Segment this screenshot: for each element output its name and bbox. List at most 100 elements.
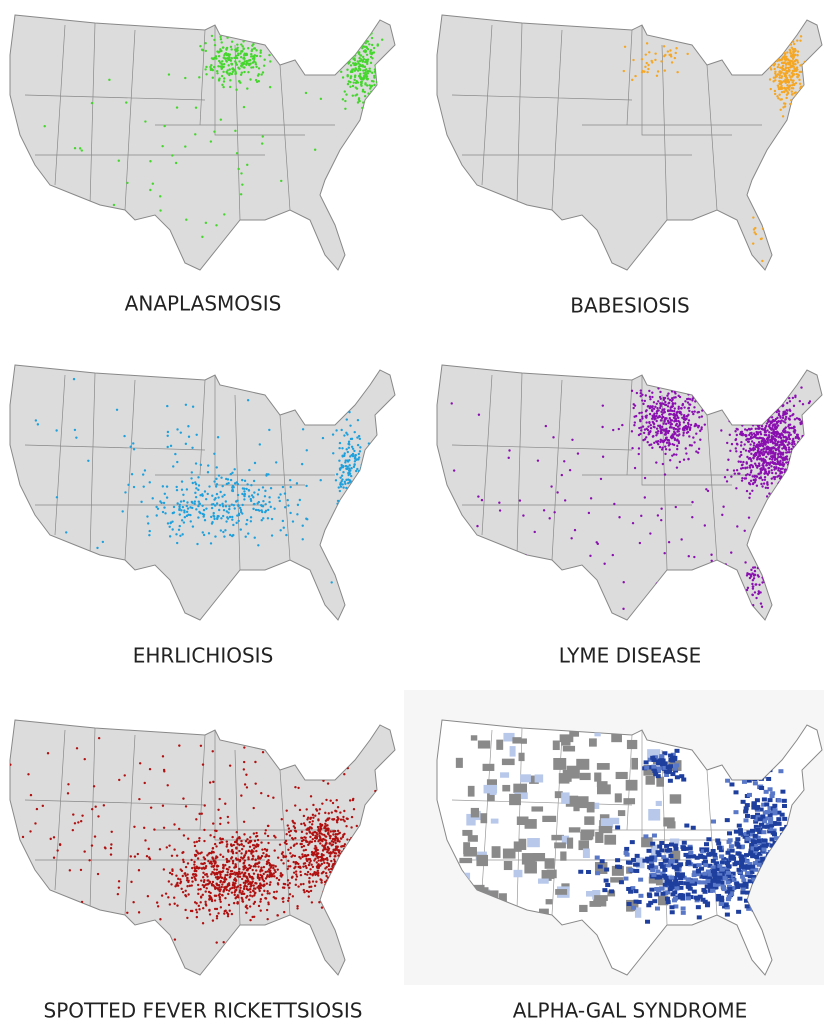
case-dot: [219, 893, 221, 895]
case-dot: [796, 475, 798, 477]
case-dot: [247, 71, 249, 73]
case-dot: [167, 522, 169, 524]
case-dot: [805, 424, 807, 426]
county-fill: [604, 868, 609, 872]
county-gray: [545, 858, 555, 869]
case-dot: [231, 504, 233, 506]
case-dot: [745, 461, 747, 463]
case-dot: [800, 451, 802, 453]
case-dot: [203, 513, 205, 515]
case-dot: [163, 125, 165, 127]
case-dot: [122, 921, 124, 923]
case-dot: [683, 421, 685, 423]
case-dot: [669, 421, 671, 423]
county-fill: [720, 868, 725, 872]
case-dot: [224, 53, 226, 55]
case-dot: [762, 414, 764, 416]
case-dot: [186, 515, 188, 517]
case-dot: [169, 872, 171, 874]
case-dot: [178, 509, 180, 511]
case-dot: [236, 514, 238, 516]
case-dot: [272, 797, 274, 799]
case-dot: [190, 910, 192, 912]
case-dot: [191, 867, 193, 869]
case-dot: [375, 93, 377, 95]
case-dot: [214, 899, 216, 901]
case-dot: [369, 109, 371, 111]
case-dot: [752, 216, 754, 218]
map-panel: ANAPLASMOSIS: [4, 15, 395, 316]
case-dot: [798, 464, 800, 466]
case-dot: [27, 773, 29, 775]
case-dot: [347, 466, 349, 468]
case-dot: [181, 852, 183, 854]
case-dot: [212, 781, 214, 783]
case-dot: [287, 884, 289, 886]
county-gray: [587, 802, 595, 813]
case-dot: [792, 457, 794, 459]
case-dot: [780, 441, 782, 443]
case-dot: [769, 440, 771, 442]
case-dot: [729, 434, 731, 436]
case-dot: [267, 517, 269, 519]
case-dot: [368, 43, 370, 45]
case-dot: [296, 875, 298, 877]
county-fill: [742, 883, 747, 887]
case-dot: [346, 838, 348, 840]
case-dot: [792, 79, 794, 81]
case-dot: [775, 244, 777, 246]
case-dot: [365, 46, 367, 48]
case-dot: [349, 859, 351, 861]
case-dot: [219, 823, 221, 825]
case-dot: [251, 876, 253, 878]
case-dot: [237, 894, 239, 896]
case-dot: [777, 66, 779, 68]
case-dot: [144, 782, 146, 784]
case-dot: [289, 486, 291, 488]
case-dot: [364, 51, 366, 53]
case-dot: [312, 838, 314, 840]
case-dot: [634, 75, 636, 77]
case-dot: [796, 54, 798, 56]
case-dot: [707, 490, 709, 492]
case-dot: [2, 910, 4, 912]
case-dot: [96, 547, 98, 549]
case-dot: [226, 72, 228, 74]
case-dot: [200, 851, 202, 853]
case-dot: [796, 59, 798, 61]
case-dot: [778, 467, 780, 469]
case-dot: [331, 865, 333, 867]
case-dot: [212, 847, 214, 849]
case-dot: [797, 74, 799, 76]
case-dot: [792, 427, 794, 429]
county-fill: [704, 842, 709, 846]
case-dot: [342, 471, 344, 473]
case-dot: [203, 534, 205, 536]
case-dot: [333, 873, 335, 875]
county-fill: [745, 860, 750, 864]
case-dot: [235, 847, 237, 849]
case-dot: [118, 779, 120, 781]
case-dot: [205, 865, 207, 867]
case-dot: [352, 878, 354, 880]
case-dot: [323, 838, 325, 840]
case-dot: [209, 834, 211, 836]
case-dot: [644, 66, 646, 68]
county-gray: [527, 838, 540, 847]
case-dot: [683, 426, 685, 428]
case-dot: [342, 836, 344, 838]
case-dot: [755, 453, 757, 455]
case-dot: [199, 901, 201, 903]
case-dot: [183, 872, 185, 874]
case-dot: [234, 863, 236, 865]
case-dot: [217, 65, 219, 67]
case-dot: [693, 556, 695, 558]
case-dot: [751, 423, 753, 425]
case-dot: [346, 459, 348, 461]
case-dot: [654, 417, 656, 419]
case-dot: [216, 72, 218, 74]
case-dot: [758, 575, 760, 577]
case-dot: [309, 821, 311, 823]
case-dot: [781, 91, 783, 93]
case-dot: [118, 880, 120, 882]
